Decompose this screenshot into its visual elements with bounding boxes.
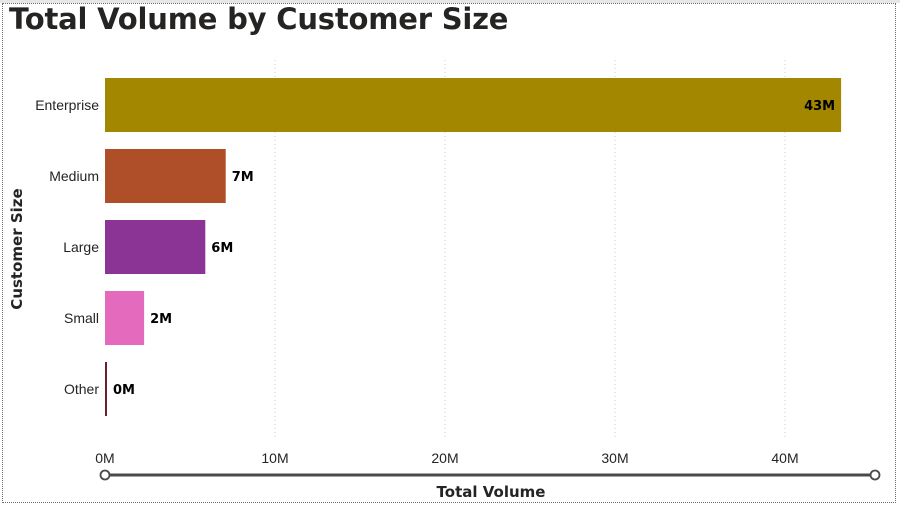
scrollbar-handle-right[interactable] [869,469,881,481]
x-tick-label: 0M [95,450,114,466]
x-tick-label: 20M [431,450,458,466]
bars [105,78,842,416]
x-axis-scrollbar[interactable] [99,469,881,481]
scrollbar-handle-left[interactable] [99,469,111,481]
data-label: 0M [113,383,135,398]
category-labels: Enterprise Medium Large Small Other [35,97,99,397]
data-label: 43M [804,99,835,114]
x-tick-label: 30M [601,450,628,466]
gridlines [274,60,786,440]
top-strip [0,0,900,3]
data-label: 2M [150,312,172,327]
data-labels: 43M 7M 6M 2M 0M [113,99,835,398]
x-tick-labels: 0M 10M 20M 30M 40M [95,450,798,466]
category-label: Other [64,381,99,397]
x-tick-label: 10M [261,450,288,466]
chart-title: Total Volume by Customer Size [9,2,509,36]
category-label: Medium [49,168,99,184]
bar-other[interactable] [105,362,107,416]
category-label: Large [63,239,99,255]
category-label: Enterprise [35,97,99,113]
y-axis-title: Customer Size [8,188,26,309]
data-label: 6M [211,241,233,256]
data-label: 7M [232,170,254,185]
bar-large[interactable] [105,220,206,274]
bar-small[interactable] [105,291,145,345]
bar-medium[interactable] [105,149,226,203]
visual-container[interactable] [2,3,896,503]
x-axis-title: Total Volume [437,483,546,501]
bar-enterprise[interactable] [105,78,842,132]
category-label: Small [64,310,99,326]
x-tick-label: 40M [771,450,798,466]
